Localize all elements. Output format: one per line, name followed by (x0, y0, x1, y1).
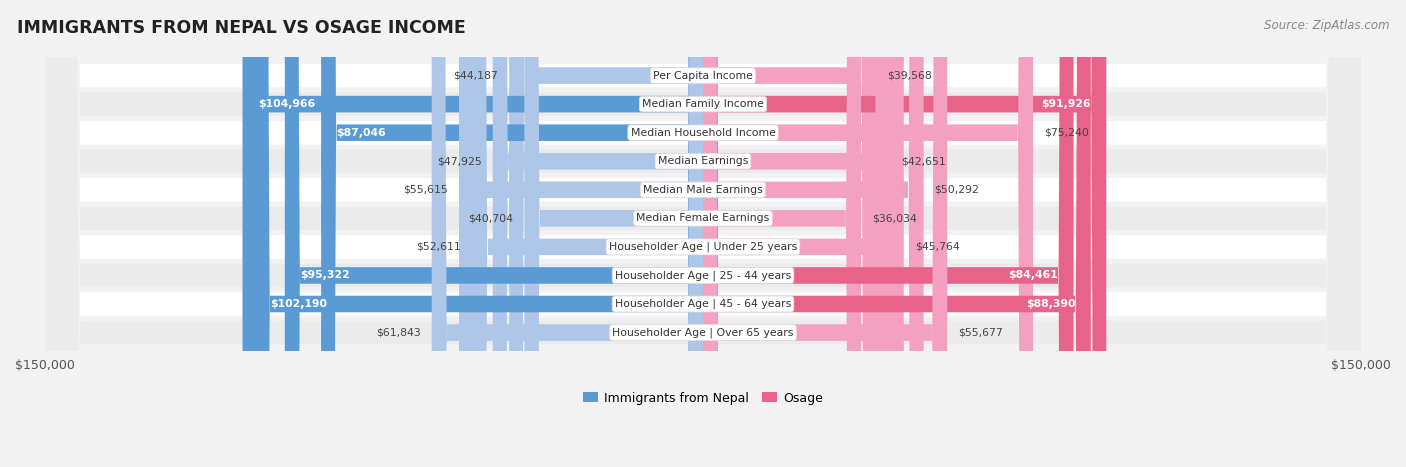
Text: Per Capita Income: Per Capita Income (652, 71, 754, 81)
Text: Householder Age | Under 25 years: Householder Age | Under 25 years (609, 241, 797, 252)
Text: Median Household Income: Median Household Income (630, 127, 776, 138)
FancyBboxPatch shape (703, 0, 1091, 467)
Text: $50,292: $50,292 (935, 185, 980, 195)
FancyBboxPatch shape (45, 0, 1361, 467)
Text: Median Family Income: Median Family Income (643, 99, 763, 109)
Text: Median Earnings: Median Earnings (658, 156, 748, 166)
FancyBboxPatch shape (285, 0, 703, 467)
FancyBboxPatch shape (45, 0, 1361, 467)
FancyBboxPatch shape (703, 0, 1033, 467)
Text: $95,322: $95,322 (299, 270, 350, 281)
FancyBboxPatch shape (45, 0, 1361, 467)
Text: $87,046: $87,046 (336, 127, 387, 138)
FancyBboxPatch shape (254, 0, 703, 467)
FancyBboxPatch shape (703, 0, 876, 467)
FancyBboxPatch shape (321, 0, 703, 467)
FancyBboxPatch shape (45, 0, 1361, 467)
Text: $91,926: $91,926 (1042, 99, 1091, 109)
FancyBboxPatch shape (703, 0, 924, 467)
FancyBboxPatch shape (242, 0, 703, 467)
Text: $45,764: $45,764 (915, 242, 959, 252)
FancyBboxPatch shape (524, 0, 703, 467)
Text: Householder Age | Over 65 years: Householder Age | Over 65 years (612, 327, 794, 338)
Text: IMMIGRANTS FROM NEPAL VS OSAGE INCOME: IMMIGRANTS FROM NEPAL VS OSAGE INCOME (17, 19, 465, 37)
FancyBboxPatch shape (703, 0, 948, 467)
Text: $36,034: $36,034 (872, 213, 917, 223)
FancyBboxPatch shape (509, 0, 703, 467)
FancyBboxPatch shape (703, 0, 890, 467)
FancyBboxPatch shape (45, 0, 1361, 467)
FancyBboxPatch shape (703, 0, 1107, 467)
FancyBboxPatch shape (472, 0, 703, 467)
Text: $102,190: $102,190 (270, 299, 328, 309)
Text: $44,187: $44,187 (453, 71, 498, 81)
Text: $40,704: $40,704 (468, 213, 513, 223)
FancyBboxPatch shape (432, 0, 703, 467)
Legend: Immigrants from Nepal, Osage: Immigrants from Nepal, Osage (578, 387, 828, 410)
FancyBboxPatch shape (45, 0, 1361, 467)
Text: $84,461: $84,461 (1008, 270, 1059, 281)
Text: Householder Age | 45 - 64 years: Householder Age | 45 - 64 years (614, 299, 792, 309)
FancyBboxPatch shape (703, 0, 860, 467)
FancyBboxPatch shape (45, 0, 1361, 467)
Text: Source: ZipAtlas.com: Source: ZipAtlas.com (1264, 19, 1389, 32)
Text: $55,615: $55,615 (404, 185, 449, 195)
Text: Median Male Earnings: Median Male Earnings (643, 185, 763, 195)
Text: $39,568: $39,568 (887, 71, 932, 81)
FancyBboxPatch shape (45, 0, 1361, 467)
Text: $47,925: $47,925 (437, 156, 482, 166)
Text: Householder Age | 25 - 44 years: Householder Age | 25 - 44 years (614, 270, 792, 281)
Text: $61,843: $61,843 (375, 327, 420, 338)
FancyBboxPatch shape (458, 0, 703, 467)
FancyBboxPatch shape (492, 0, 703, 467)
Text: $88,390: $88,390 (1026, 299, 1076, 309)
Text: $42,651: $42,651 (901, 156, 946, 166)
Text: $55,677: $55,677 (959, 327, 1002, 338)
Text: $52,611: $52,611 (416, 242, 461, 252)
FancyBboxPatch shape (45, 0, 1361, 467)
FancyBboxPatch shape (45, 0, 1361, 467)
Text: $104,966: $104,966 (257, 99, 315, 109)
Text: Median Female Earnings: Median Female Earnings (637, 213, 769, 223)
Text: $75,240: $75,240 (1045, 127, 1088, 138)
FancyBboxPatch shape (703, 0, 1074, 467)
FancyBboxPatch shape (703, 0, 904, 467)
